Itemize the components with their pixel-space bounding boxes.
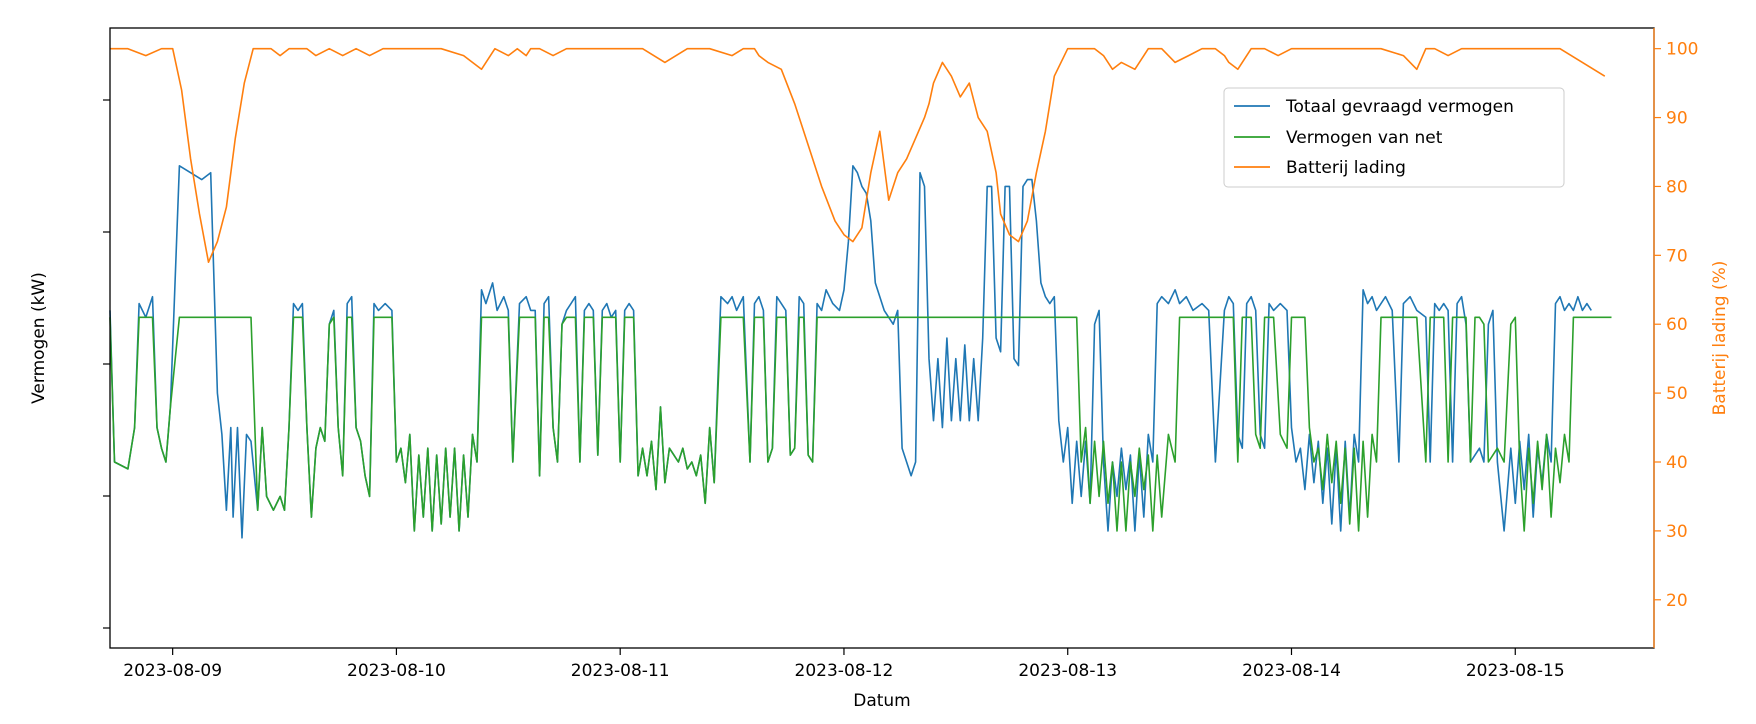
right-tick-label: 30 [1666,522,1688,542]
right-tick-label: 60 [1666,315,1688,335]
right-tick-label: 20 [1666,591,1688,611]
legend-label-totaal: Totaal gevraagd vermogen [1285,97,1514,117]
x-tick-label: 2023-08-12 [795,661,894,681]
right-tick-label: 50 [1666,384,1688,404]
x-tick-label: 2023-08-14 [1242,661,1341,681]
x-tick-label: 2023-08-11 [571,661,670,681]
right-tick-label: 40 [1666,453,1688,473]
right-tick-label: 80 [1666,177,1688,197]
x-tick-label: 2023-08-15 [1466,661,1565,681]
right-tick-label: 70 [1666,246,1688,266]
right-axis-ticks: 20 30 40 50 60 70 80 90 100 [1653,28,1698,648]
x-axis-ticks: 2023-08-09 2023-08-10 2023-08-11 2023-08-12… [123,648,1565,681]
legend-label-batterij: Batterij lading [1286,158,1406,178]
right-tick-label: 90 [1666,109,1688,129]
right-tick-label: 100 [1666,40,1698,60]
left-axis-title: Vermogen (kW) [29,272,49,404]
legend-box [1223,87,1565,188]
right-axis-title: Batterij lading (%) [1710,261,1730,416]
x-tick-label: 2023-08-10 [347,661,446,681]
left-axis-ticks [103,99,110,629]
x-tick-label: 2023-08-13 [1018,661,1117,681]
x-axis-title: Datum [853,691,911,711]
series-layer [109,47,1612,539]
legend: Totaal gevraagd vermogen Vermogen van ne… [1223,87,1565,188]
legend-label-net: Vermogen van net [1286,128,1443,148]
series-line-batterij [110,47,1606,263]
series-line-net [109,316,1612,532]
x-tick-label: 2023-08-09 [123,661,222,681]
